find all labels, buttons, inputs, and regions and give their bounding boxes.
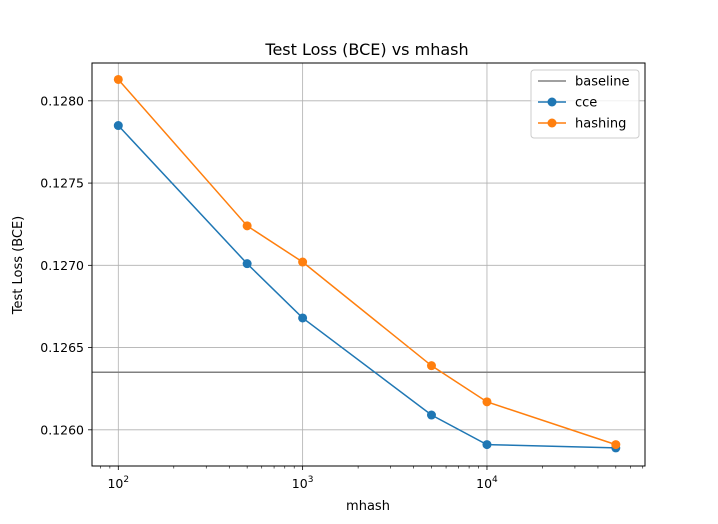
legend-baseline-label: baseline xyxy=(575,75,629,90)
y-tick-label: 0.1275 xyxy=(40,176,84,191)
legend-hashing-label: hashing xyxy=(575,117,626,132)
x-tick-exponent: 3 xyxy=(308,475,314,485)
data-point-hashing xyxy=(611,440,621,450)
x-axis-label: mhash xyxy=(346,499,390,514)
x-tick-exponent: 4 xyxy=(492,475,498,485)
x-tick-label: 103 xyxy=(292,475,314,491)
legend-hashing-marker xyxy=(547,118,557,128)
data-point-hashing xyxy=(242,221,252,231)
data-point-cce xyxy=(242,259,252,269)
legend-frame xyxy=(530,69,640,139)
data-point-hashing xyxy=(482,397,492,407)
chart-title: Test Loss (BCE) vs mhash xyxy=(264,40,468,59)
y-tick-label: 0.1265 xyxy=(40,340,84,355)
data-point-hashing xyxy=(426,361,436,371)
data-point-cce xyxy=(113,121,123,131)
series-layer xyxy=(113,74,621,453)
x-tick-base: 10 xyxy=(476,476,492,491)
x-axis-ticks: 102 103 104 xyxy=(107,466,498,491)
legend-cce-label: cce xyxy=(575,96,597,111)
x-tick-base: 10 xyxy=(107,476,123,491)
y-tick-label: 0.1270 xyxy=(40,258,84,273)
series-line-cce xyxy=(117,124,616,449)
y-axis-label: Test Loss (BCE) xyxy=(11,216,26,316)
y-tick-label: 0.1280 xyxy=(40,93,84,108)
data-point-cce xyxy=(298,313,308,323)
series-line-hashing xyxy=(117,78,617,446)
data-point-cce xyxy=(482,440,492,450)
data-point-hashing xyxy=(113,74,123,84)
x-tick-label: 104 xyxy=(476,475,498,491)
plot-frame xyxy=(91,62,646,467)
y-axis-ticks: 0.1260 0.1265 0.1270 0.1275 0.1280 xyxy=(40,93,92,437)
series-hashing xyxy=(113,74,621,450)
data-point-cce xyxy=(426,410,436,420)
x-tick-label: 102 xyxy=(107,475,129,491)
x-tick-base: 10 xyxy=(292,476,308,491)
legend: baseline cce hashing xyxy=(530,69,640,139)
series-cce xyxy=(113,121,621,453)
data-point-hashing xyxy=(298,257,308,267)
y-tick-label: 0.1260 xyxy=(40,422,84,437)
x-tick-exponent: 2 xyxy=(123,475,129,485)
legend-cce-marker xyxy=(547,97,557,107)
